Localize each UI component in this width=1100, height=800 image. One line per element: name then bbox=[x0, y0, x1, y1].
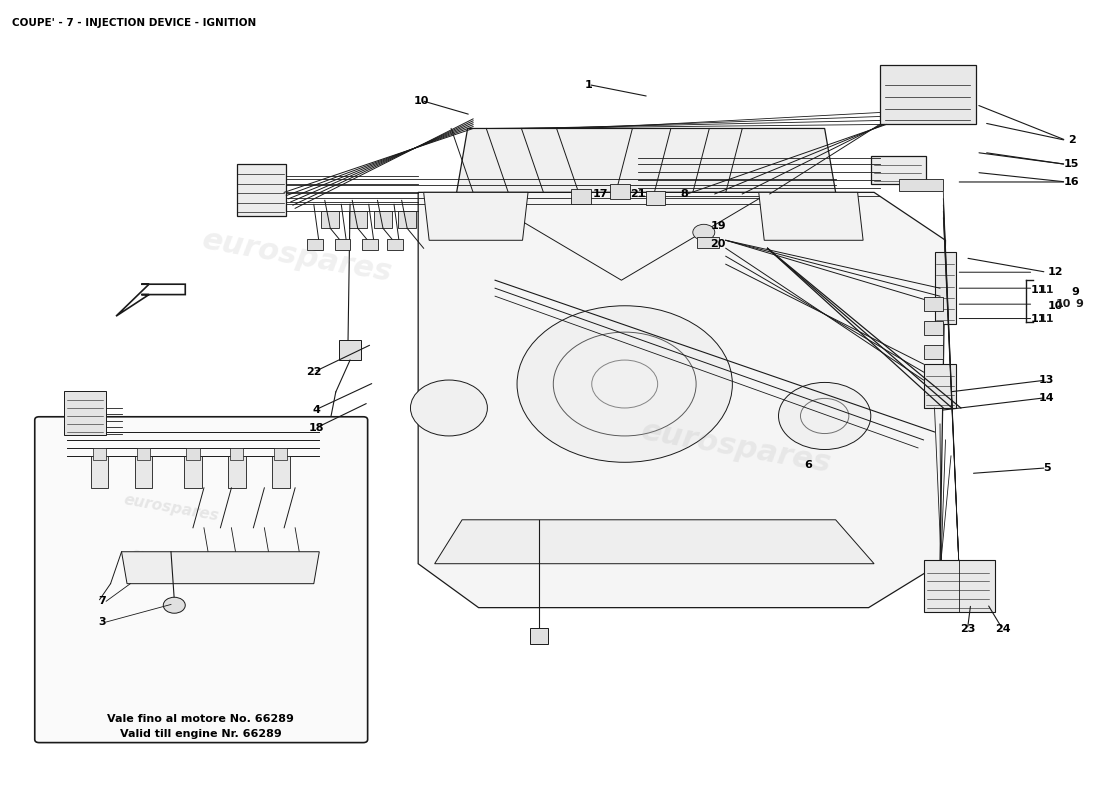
Bar bbox=[924, 364, 957, 408]
Bar bbox=[362, 238, 377, 250]
Text: 18: 18 bbox=[308, 423, 323, 433]
Text: Vale fino al motore No. 66289: Vale fino al motore No. 66289 bbox=[107, 714, 294, 725]
Bar bbox=[571, 189, 591, 203]
Text: 11: 11 bbox=[1031, 314, 1046, 323]
Polygon shape bbox=[121, 552, 319, 584]
Text: 6: 6 bbox=[804, 461, 812, 470]
Bar bbox=[374, 210, 392, 228]
Bar bbox=[387, 238, 403, 250]
Text: 11: 11 bbox=[1038, 285, 1055, 294]
Text: COUPE' - 7 - INJECTION DEVICE - IGNITION: COUPE' - 7 - INJECTION DEVICE - IGNITION bbox=[12, 18, 256, 28]
Bar bbox=[530, 628, 548, 643]
Text: 10: 10 bbox=[414, 95, 429, 106]
Bar bbox=[697, 237, 719, 248]
Bar bbox=[924, 297, 944, 311]
Text: 11: 11 bbox=[1031, 285, 1046, 294]
Bar bbox=[272, 456, 289, 488]
Bar bbox=[610, 184, 630, 198]
Text: 10: 10 bbox=[1047, 301, 1063, 310]
Circle shape bbox=[410, 380, 487, 436]
Text: 14: 14 bbox=[1038, 393, 1055, 402]
Bar bbox=[274, 448, 287, 460]
Text: 22: 22 bbox=[306, 367, 321, 377]
Text: eurospares: eurospares bbox=[122, 492, 220, 523]
Text: 2: 2 bbox=[1068, 135, 1076, 146]
Bar bbox=[334, 238, 350, 250]
Text: 23: 23 bbox=[960, 624, 976, 634]
Circle shape bbox=[779, 382, 871, 450]
Bar bbox=[871, 157, 926, 184]
Text: Valid till engine Nr. 66289: Valid till engine Nr. 66289 bbox=[120, 729, 282, 739]
Text: 17: 17 bbox=[593, 189, 608, 199]
Bar bbox=[134, 456, 152, 488]
Bar bbox=[94, 448, 107, 460]
Polygon shape bbox=[456, 129, 836, 192]
Bar bbox=[398, 210, 416, 228]
Polygon shape bbox=[418, 192, 946, 608]
Text: 10: 10 bbox=[1055, 299, 1070, 309]
Bar bbox=[646, 190, 666, 205]
Text: 21: 21 bbox=[630, 189, 646, 199]
Text: 19: 19 bbox=[711, 221, 726, 231]
Text: 1: 1 bbox=[584, 79, 592, 90]
Text: 9: 9 bbox=[1071, 287, 1079, 297]
Polygon shape bbox=[424, 192, 528, 240]
Text: eurospares: eurospares bbox=[200, 226, 395, 287]
Text: 7: 7 bbox=[98, 596, 106, 606]
Text: 3: 3 bbox=[98, 617, 106, 627]
Text: 24: 24 bbox=[994, 624, 1011, 634]
Bar bbox=[186, 448, 199, 460]
Bar bbox=[236, 165, 286, 216]
Text: eurospares: eurospares bbox=[122, 492, 220, 523]
Bar bbox=[184, 456, 201, 488]
Bar bbox=[91, 456, 109, 488]
FancyBboxPatch shape bbox=[35, 417, 367, 742]
Text: 5: 5 bbox=[1043, 463, 1050, 473]
Polygon shape bbox=[116, 284, 185, 316]
Bar bbox=[136, 448, 150, 460]
Circle shape bbox=[517, 306, 733, 462]
Polygon shape bbox=[434, 520, 874, 564]
Text: 11: 11 bbox=[1038, 314, 1055, 323]
Bar bbox=[65, 391, 107, 435]
Text: 13: 13 bbox=[1038, 375, 1054, 385]
Text: 12: 12 bbox=[1047, 267, 1063, 278]
Text: 4: 4 bbox=[312, 405, 320, 414]
Text: 20: 20 bbox=[711, 239, 726, 250]
Bar bbox=[321, 210, 339, 228]
Bar bbox=[880, 65, 977, 125]
Circle shape bbox=[693, 224, 715, 240]
Text: 15: 15 bbox=[1064, 159, 1079, 170]
Text: eurospares: eurospares bbox=[131, 546, 211, 573]
Bar bbox=[349, 210, 366, 228]
Bar bbox=[339, 340, 361, 360]
Bar bbox=[900, 178, 944, 190]
Polygon shape bbox=[759, 192, 864, 240]
Bar bbox=[924, 321, 944, 335]
Bar bbox=[924, 560, 994, 612]
Text: 16: 16 bbox=[1064, 177, 1080, 187]
Bar bbox=[924, 345, 944, 359]
Text: eurospares: eurospares bbox=[639, 417, 834, 479]
Text: 8: 8 bbox=[680, 189, 688, 199]
Bar bbox=[230, 448, 243, 460]
Bar bbox=[307, 238, 322, 250]
Bar bbox=[228, 456, 245, 488]
Bar bbox=[935, 252, 957, 324]
Circle shape bbox=[163, 598, 185, 614]
Text: 9: 9 bbox=[1075, 299, 1084, 309]
